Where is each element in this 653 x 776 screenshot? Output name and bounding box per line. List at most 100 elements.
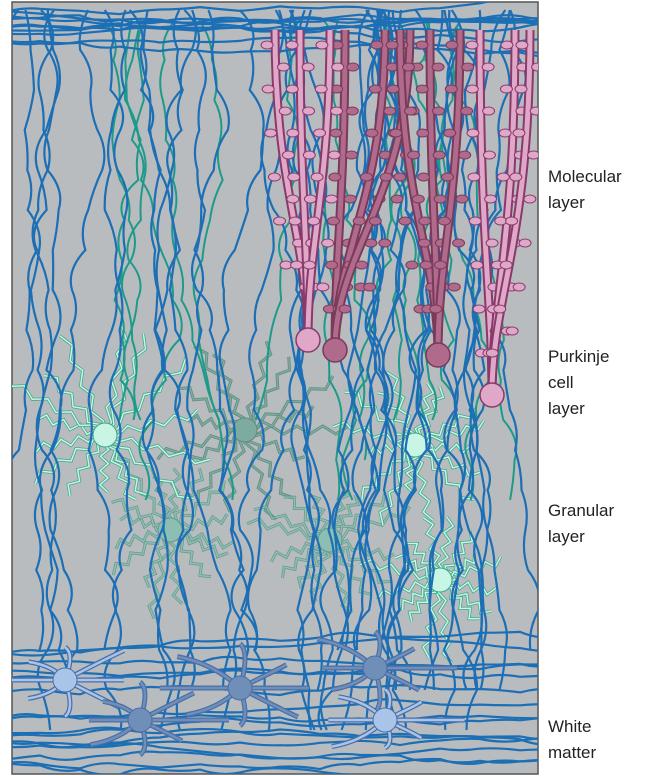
dendritic-spine xyxy=(303,107,315,115)
dendritic-spine xyxy=(420,261,432,269)
dendritic-spine xyxy=(303,151,315,159)
dendritic-spine xyxy=(473,305,485,313)
layer-label: cell xyxy=(548,373,574,392)
dendritic-spine xyxy=(516,41,528,49)
dendritic-spine xyxy=(456,195,468,203)
dendritic-spine xyxy=(384,107,396,115)
dendritic-spine xyxy=(404,107,416,115)
dendritic-spine xyxy=(497,173,509,181)
layer-label: matter xyxy=(548,743,597,762)
dendritic-spine xyxy=(467,129,479,137)
dendritic-spine xyxy=(418,173,430,181)
dendritic-spine xyxy=(466,85,478,93)
dendritic-spine xyxy=(329,173,341,181)
dendritic-spine xyxy=(262,85,274,93)
diagram: MolecularlayerPurkinjecelllayerGranularl… xyxy=(0,0,653,776)
layer-label: Purkinje xyxy=(548,347,609,366)
dendritic-spine xyxy=(277,63,289,71)
oligodendrocyte-body xyxy=(373,708,397,732)
dendritic-spine xyxy=(494,305,506,313)
dendritic-spine xyxy=(287,195,299,203)
dendritic-spine xyxy=(528,151,540,159)
dendritic-spine xyxy=(432,63,444,71)
dendritic-spine xyxy=(448,283,460,291)
purkinje-soma xyxy=(426,343,450,367)
dendritic-spine xyxy=(430,305,442,313)
dendritic-spine xyxy=(344,195,356,203)
layer-label: layer xyxy=(548,193,585,212)
purkinje-soma xyxy=(323,338,347,362)
layer-label: Granular xyxy=(548,501,614,520)
dendritic-spine xyxy=(288,173,300,181)
dendritic-spine xyxy=(485,195,497,203)
dendritic-spine xyxy=(445,85,457,93)
dendritic-spine xyxy=(402,63,414,71)
layer-label: layer xyxy=(548,399,585,418)
dendritic-spine xyxy=(289,217,301,225)
dendritic-spine xyxy=(386,41,398,49)
oligodendrocyte-body xyxy=(228,676,252,700)
dendritic-spine xyxy=(387,85,399,93)
dendritic-spine xyxy=(326,261,338,269)
dendritic-spine xyxy=(501,41,513,49)
dendritic-spine xyxy=(330,107,342,115)
dendritic-spine xyxy=(325,195,337,203)
dendritic-spine xyxy=(506,217,518,225)
dendritic-spine xyxy=(408,151,420,159)
dendritic-spine xyxy=(364,283,376,291)
dendritic-spine xyxy=(483,107,495,115)
dendritic-spine xyxy=(399,217,411,225)
purkinje-soma xyxy=(480,383,504,407)
dendritic-spine xyxy=(316,41,328,49)
dendritic-spine xyxy=(391,195,403,203)
dendritic-spine xyxy=(432,107,444,115)
dendritic-spine xyxy=(469,217,481,225)
dendritic-spine xyxy=(434,261,446,269)
dendritic-spine xyxy=(315,85,327,93)
dendritic-spine xyxy=(417,129,429,137)
dendritic-spine xyxy=(412,195,424,203)
dendritic-spine xyxy=(483,151,495,159)
dendritic-spine xyxy=(282,151,294,159)
dendritic-spine xyxy=(303,261,315,269)
dendritic-spine xyxy=(369,217,381,225)
dendritic-spine xyxy=(353,217,365,225)
dendritic-spine xyxy=(416,85,428,93)
dendritic-spine xyxy=(322,239,334,247)
dendritic-spine xyxy=(453,239,465,247)
dendritic-spine xyxy=(302,63,314,71)
dendritic-spine xyxy=(346,107,358,115)
dendritic-spine xyxy=(308,217,320,225)
dendritic-spine xyxy=(356,261,368,269)
layer-labels: MolecularlayerPurkinjecelllayerGranularl… xyxy=(548,167,622,762)
dendritic-spine xyxy=(406,261,418,269)
dendritic-spine xyxy=(265,129,277,137)
dendritic-spine xyxy=(532,63,544,71)
dendritic-spine xyxy=(286,85,298,93)
dendritic-spine xyxy=(287,129,299,137)
purkinje-soma xyxy=(296,328,320,352)
dendritic-spine xyxy=(486,349,498,357)
dendritic-spine xyxy=(314,129,326,137)
dendritic-spine xyxy=(495,217,507,225)
dendritic-spine xyxy=(515,85,527,93)
dendritic-spine xyxy=(380,173,392,181)
dendritic-spine xyxy=(291,261,303,269)
dendritic-spine xyxy=(466,41,478,49)
dendritic-spine xyxy=(317,283,329,291)
dendritic-spine xyxy=(339,305,351,313)
dendritic-spine xyxy=(459,151,471,159)
dendritic-spine xyxy=(530,107,542,115)
dendritic-spine xyxy=(394,173,406,181)
dendritic-spine xyxy=(506,327,518,335)
dendritic-spine xyxy=(279,107,291,115)
dendritic-spine xyxy=(379,239,391,247)
dendritic-spine xyxy=(461,107,473,115)
dendritic-spine xyxy=(513,283,525,291)
dendritic-spine xyxy=(444,129,456,137)
dendritic-spine xyxy=(261,41,273,49)
dendritic-spine xyxy=(328,151,340,159)
dendritic-spine xyxy=(304,195,316,203)
dendritic-spine xyxy=(419,217,431,225)
layer-label: White xyxy=(548,717,591,736)
